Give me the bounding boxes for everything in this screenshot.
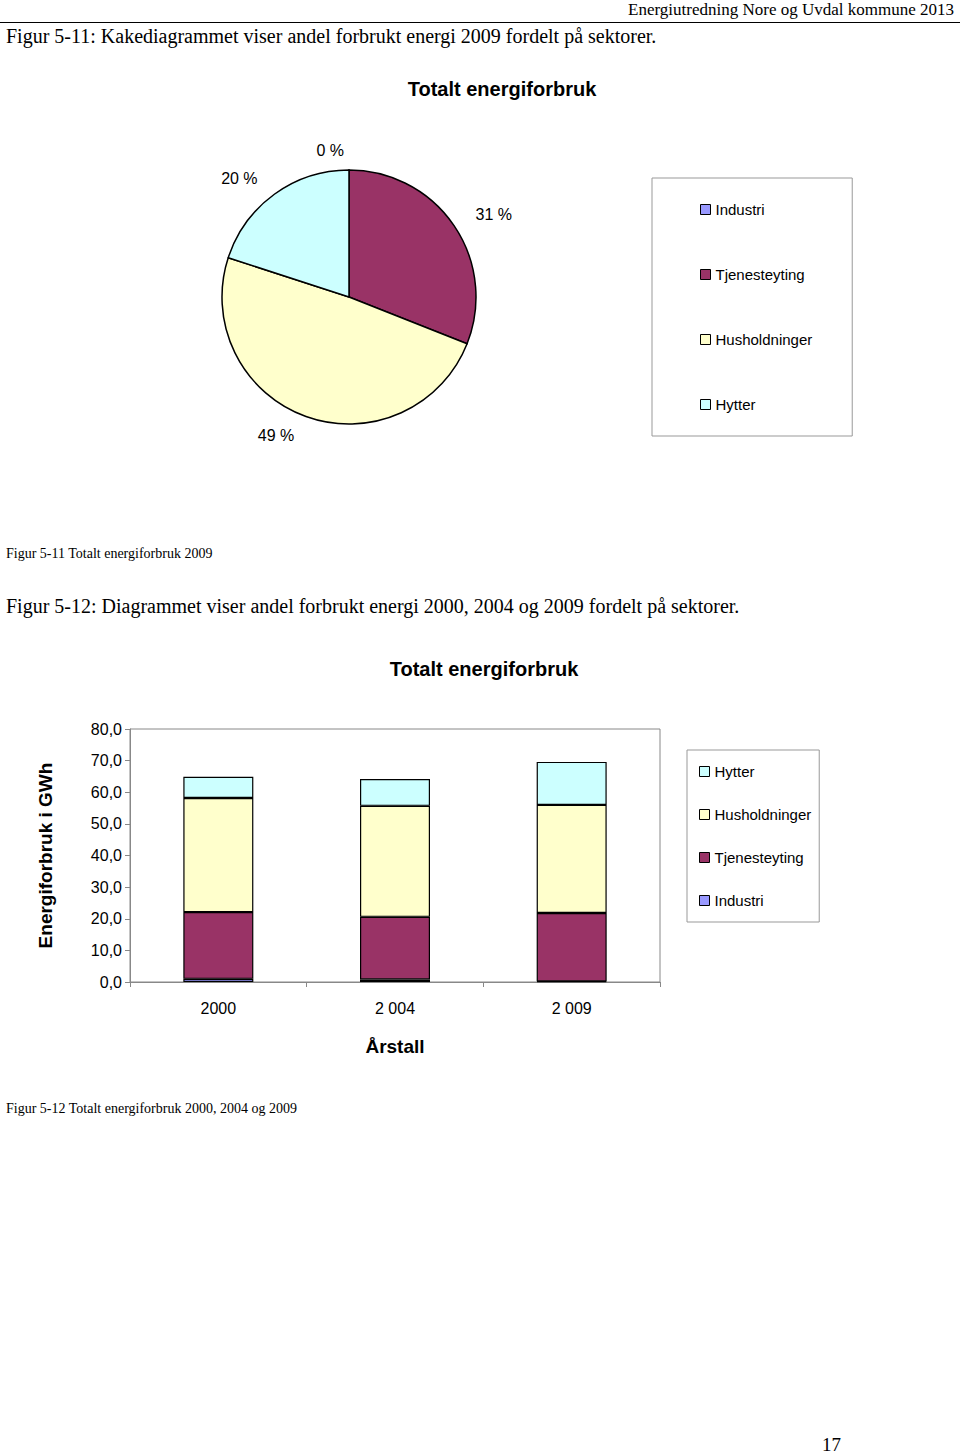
svg-text:30,0: 30,0: [91, 879, 122, 896]
svg-text:70,0: 70,0: [91, 752, 122, 769]
svg-text:Hytter: Hytter: [716, 396, 756, 413]
svg-text:20,0: 20,0: [91, 910, 122, 927]
svg-text:0,0: 0,0: [100, 974, 122, 991]
svg-text:Husholdninger: Husholdninger: [715, 806, 812, 823]
svg-text:Tjenesteyting: Tjenesteyting: [715, 849, 804, 866]
svg-text:Totalt energiforbruk: Totalt energiforbruk: [390, 658, 579, 680]
svg-text:10,0: 10,0: [91, 942, 122, 959]
html-text:Figur 5-12: Diagrammet viser a: Figur 5-12: Diagrammet viser andel forbr…: [6, 595, 740, 617]
svg-text:60,0: 60,0: [91, 784, 122, 801]
svg-text:31 %: 31 %: [476, 206, 512, 223]
html-text:Figur 5-12 Totalt energiforbru: Figur 5-12 Totalt energiforbruk 2000, 20…: [6, 1101, 297, 1116]
svg-text:Årstall: Årstall: [365, 1036, 424, 1057]
html-text:Energiutredning Nore og Uvdal: Energiutredning Nore og Uvdal kommune 20…: [628, 0, 954, 19]
svg-text:50,0: 50,0: [91, 815, 122, 832]
html-text:Figur 5-11: Kakediagrammet vis: Figur 5-11: Kakediagrammet viser andel f…: [6, 25, 657, 47]
svg-text:Husholdninger: Husholdninger: [716, 331, 813, 348]
svg-text:Industri: Industri: [716, 201, 765, 218]
svg-text:2 009: 2 009: [552, 1000, 592, 1017]
svg-text:2 004: 2 004: [375, 1000, 415, 1017]
svg-text:2000: 2000: [201, 1000, 237, 1017]
svg-text:0 %: 0 %: [316, 142, 344, 159]
svg-text:20 %: 20 %: [221, 170, 257, 187]
svg-text:40,0: 40,0: [91, 847, 122, 864]
html-text:17: 17: [822, 1434, 841, 1455]
svg-text:80,0: 80,0: [91, 721, 122, 738]
svg-text:49 %: 49 %: [258, 427, 294, 444]
svg-text:Totalt energiforbruk: Totalt energiforbruk: [408, 78, 597, 100]
svg-text:Industri: Industri: [715, 892, 764, 909]
svg-text:Energiforbruk i GWh: Energiforbruk i GWh: [35, 763, 56, 949]
html-text:Figur 5-11 Totalt energiforbru: Figur 5-11 Totalt energiforbruk 2009: [6, 546, 213, 561]
svg-text:Tjenesteyting: Tjenesteyting: [716, 266, 805, 283]
svg-text:Hytter: Hytter: [715, 763, 755, 780]
